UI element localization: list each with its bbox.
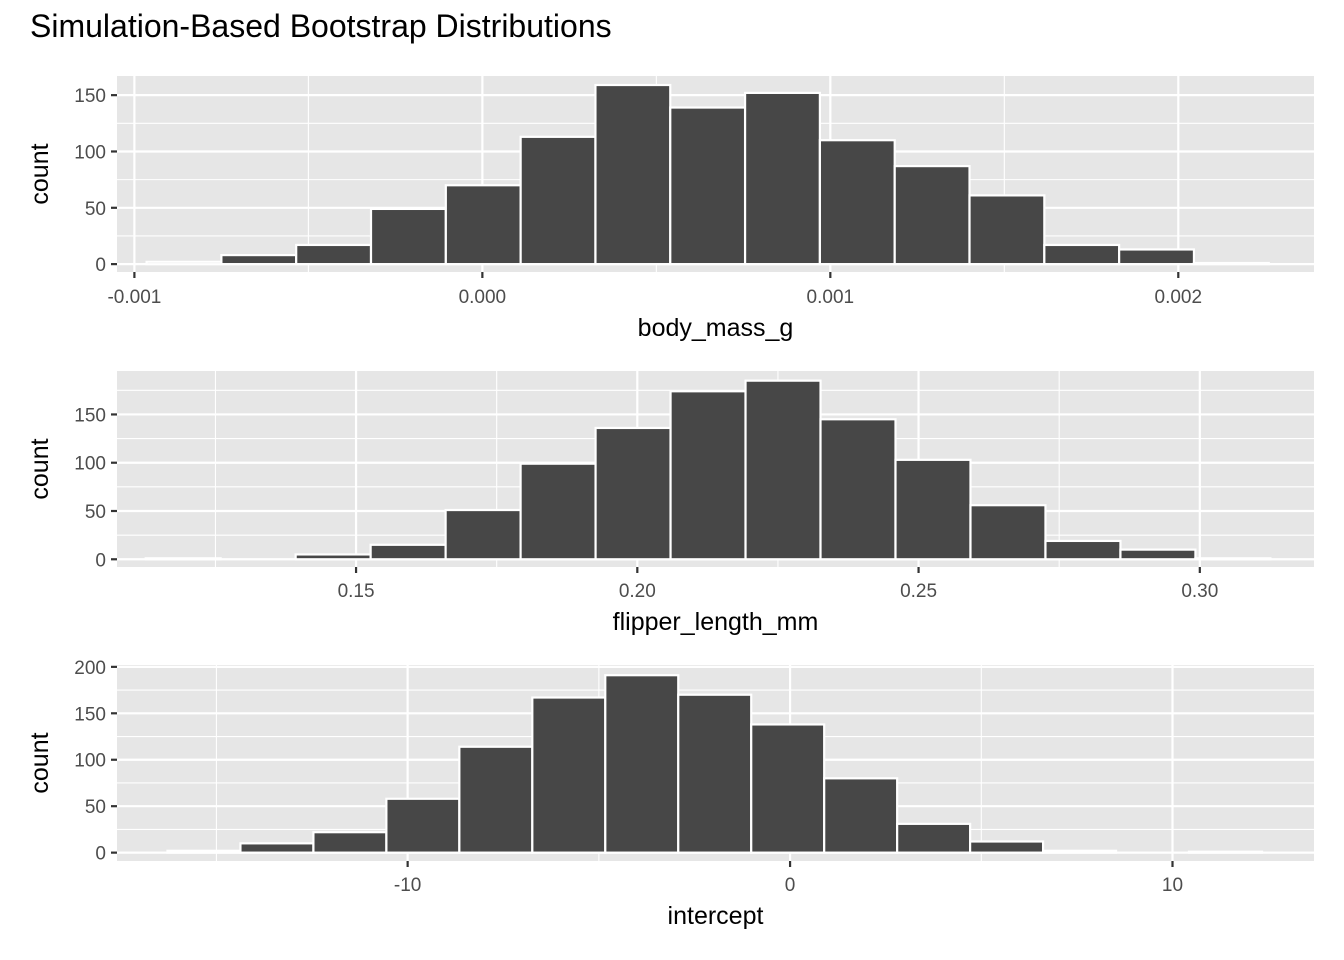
histogram-bar xyxy=(823,777,899,854)
y-axis-title: count xyxy=(26,732,54,793)
histogram-bar xyxy=(969,504,1047,561)
y-tick-label: 150 xyxy=(74,704,106,725)
histogram-bar xyxy=(677,693,753,854)
histogram-bar xyxy=(369,543,447,561)
histogram-bar xyxy=(519,135,597,266)
histogram-bar xyxy=(220,254,298,266)
y-tick-label: 50 xyxy=(85,199,106,220)
histogram-bar xyxy=(444,508,522,561)
body-mass-histogram-panel: -0.001 0.000 0.001 0.002 0 50 100 150 body_mass_… xyxy=(26,76,1314,342)
histogram-bar xyxy=(444,184,522,266)
x-tick-label: -10 xyxy=(394,875,421,896)
histogram-bar xyxy=(896,822,972,854)
histogram-bar xyxy=(312,831,388,854)
x-tick-label: 0.002 xyxy=(1155,287,1203,308)
histogram-bar xyxy=(531,696,607,854)
histogram-bar xyxy=(894,458,972,561)
histogram-bar xyxy=(968,194,1046,266)
y-tick-label: 50 xyxy=(85,502,106,523)
histogram-bar xyxy=(594,83,672,266)
y-tick-label: 50 xyxy=(85,797,106,818)
x-tick-label: 0.001 xyxy=(807,287,855,308)
histogram-bar xyxy=(1043,243,1121,266)
histogram-bar xyxy=(145,260,223,266)
x-tick-label: 0.20 xyxy=(619,581,656,602)
x-axis-title: intercept xyxy=(668,902,764,930)
histogram-bar xyxy=(669,106,747,266)
histogram-bar xyxy=(519,462,597,561)
histogram-bar xyxy=(1194,557,1272,561)
histogram-bar xyxy=(385,797,461,854)
histogram-bar xyxy=(458,745,534,854)
histogram-bar xyxy=(893,165,971,266)
y-tick-label: 0 xyxy=(95,844,106,865)
y-tick-label: 100 xyxy=(74,142,106,163)
x-tick-label: 0.000 xyxy=(459,287,507,308)
histogram-bar xyxy=(969,840,1045,854)
histogram-bar xyxy=(166,849,242,854)
histogram-bar xyxy=(818,139,896,266)
figure-title: Simulation-Based Bootstrap Distributions xyxy=(30,8,612,44)
histogram-bar xyxy=(295,243,373,266)
y-tick-label: 200 xyxy=(74,658,106,679)
histogram-bar xyxy=(750,723,826,854)
y-tick-label: 100 xyxy=(74,751,106,772)
x-tick-label: 0 xyxy=(785,875,796,896)
x-tick-label: 0.25 xyxy=(900,581,937,602)
x-tick-label: 0.30 xyxy=(1181,581,1218,602)
x-axis-title: flipper_length_mm xyxy=(613,608,819,636)
histogram-bar xyxy=(1192,261,1270,266)
x-axis-title: body_mass_g xyxy=(638,314,794,342)
histogram-bar xyxy=(1041,849,1118,854)
histogram-bar xyxy=(239,842,315,854)
histogram-bar xyxy=(1187,850,1264,854)
histogram-bar xyxy=(669,390,747,561)
y-tick-label: 150 xyxy=(74,405,106,426)
histogram-bar xyxy=(1118,248,1196,266)
histogram-bar xyxy=(743,91,821,266)
y-tick-label: 0 xyxy=(95,550,106,571)
y-tick-label: 100 xyxy=(74,454,106,475)
histogram-bar xyxy=(819,418,897,561)
histogram-bar xyxy=(604,674,680,854)
y-tick-label: 0 xyxy=(95,255,106,276)
y-tick-label: 150 xyxy=(74,86,106,107)
histogram-bar xyxy=(144,557,222,561)
histogram-bar xyxy=(744,379,822,561)
histogram-bar xyxy=(594,426,672,561)
x-tick-label: -0.001 xyxy=(107,287,161,308)
histogram-bar xyxy=(1119,548,1197,561)
y-axis-title: count xyxy=(26,143,54,204)
histogram-bar xyxy=(369,207,447,266)
histogram-bar xyxy=(294,553,372,561)
x-tick-label: 10 xyxy=(1162,875,1183,896)
histogram-bar xyxy=(1044,539,1122,561)
y-axis-title: count xyxy=(26,438,54,499)
flipper-length-histogram-panel: 0.15 0.20 0.25 0.30 0 50 100 150 flipper_length_… xyxy=(26,371,1314,636)
x-tick-label: 0.15 xyxy=(338,581,375,602)
